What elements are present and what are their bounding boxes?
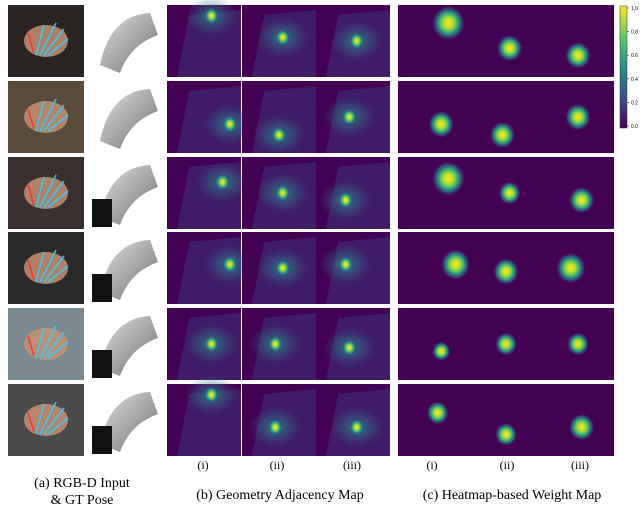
hotspot [272,127,286,143]
hotspot [204,387,218,403]
hotspot [432,6,464,40]
hotspot [569,414,594,441]
sub-label: (iii) [343,458,361,472]
hotspot [565,104,590,131]
colorbar-tick-label: 0.8 [631,30,638,36]
hotspot [204,8,218,24]
colorbar-tick-label: 0.0 [631,124,638,130]
hotspot [339,192,353,208]
hotspot [499,182,521,205]
hotspot [490,122,515,149]
sub-label: (iii) [571,458,589,472]
hotspot [223,116,237,132]
hotspot [427,401,449,424]
hotspot [350,33,364,49]
colorbar-tick-label: 1.0 [631,6,638,12]
depth-object [92,426,112,454]
colorbar-tick-label: 0.2 [631,100,638,106]
sub-label: (ii) [270,458,285,472]
caption: (c) Heatmap-based Weight Map [423,488,602,503]
hotspot [432,342,450,361]
sub-label: (ii) [500,458,515,472]
sub-label: (i) [197,458,208,472]
colorbar-tick-label: 0.6 [631,53,638,59]
hotspot [441,249,470,279]
figure: 1.0 0.8 0.6 0.4 0.2 0.0 (i) (ii) (iii) (i) (i… [0,0,643,510]
hotspot [565,42,590,69]
hotspot [339,256,353,272]
depth-object [92,274,112,302]
hotspot [497,35,522,62]
hotspot [493,258,518,285]
hotspot [429,111,454,138]
hotspot [495,423,517,446]
colorbar-ticks: 1.0 0.8 0.6 0.4 0.2 0.0 [627,6,638,130]
panels [8,0,614,456]
hotspot [350,419,364,435]
hotspot [276,260,290,276]
hotspot [569,187,594,214]
sub-label: (i) [426,458,437,472]
hotspot [567,333,589,356]
hotspot [276,29,290,45]
hotspot [556,253,585,283]
caption: (a) RGB-D Input [34,476,130,491]
hotspot [495,333,517,356]
hotspot [342,340,356,356]
hotspot [204,336,218,352]
depth-object [92,350,112,378]
hotspot [268,336,282,352]
hotspot [268,419,282,435]
hotspot [342,109,356,125]
hotspot [276,185,290,201]
colorbar-tick-label: 0.4 [631,77,638,83]
caption: & GT Pose [51,493,114,508]
colorbar [620,6,627,128]
hotspot [216,174,230,190]
hotspot [223,256,237,272]
hotspot [432,162,464,196]
depth-object [92,199,112,227]
caption: (b) Geometry Adjacency Map [196,488,364,503]
